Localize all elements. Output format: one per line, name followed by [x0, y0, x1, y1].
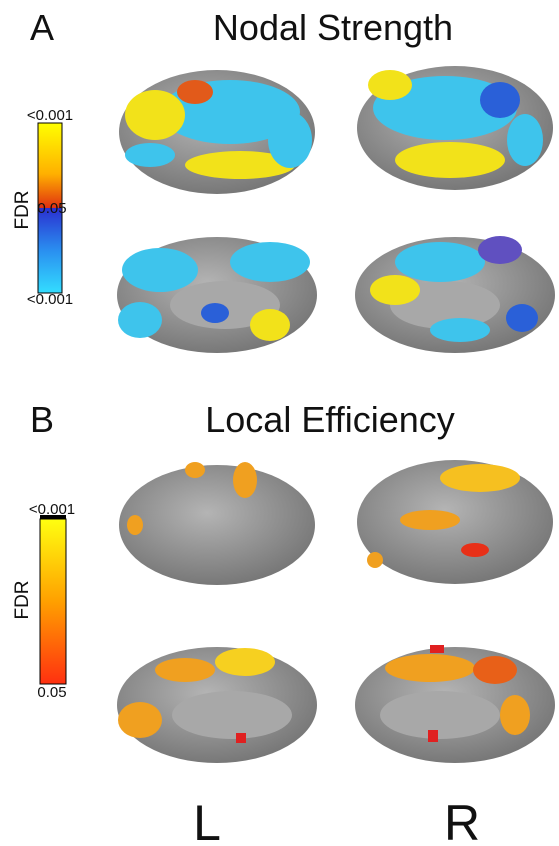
colorbar-axis-label: FDR [12, 190, 33, 229]
colorbar-bottom-label: <0.001 [27, 291, 73, 308]
panel-title: Nodal Strength [213, 7, 453, 48]
colorbar-top-label: <0.001 [27, 107, 73, 124]
brain-left-lateral [119, 70, 315, 194]
hemisphere-label: L [193, 795, 221, 841]
colorbar-axis-label: FDR [12, 580, 33, 619]
brain-left-medial [117, 237, 317, 353]
panel-title: Local Efficiency [205, 399, 454, 440]
brain-right-lateral [357, 66, 553, 190]
brain-right-lateral [357, 460, 553, 584]
brain-right-medial [355, 645, 555, 763]
colorbar [37, 122, 63, 294]
colorbar [39, 518, 67, 685]
hemisphere-label: R [444, 795, 480, 841]
panel-label: A [30, 7, 54, 48]
colorbar-top-label: <0.001 [29, 501, 75, 518]
colorbar-bottom-label: 0.05 [37, 684, 66, 701]
brain-left-medial [117, 647, 317, 763]
colorbar-cap [40, 515, 66, 519]
brain-left-lateral [119, 462, 315, 585]
panel-label: B [30, 399, 54, 440]
brain-right-medial [355, 236, 555, 353]
colorbar-mid-label: 0.05 [37, 200, 66, 217]
